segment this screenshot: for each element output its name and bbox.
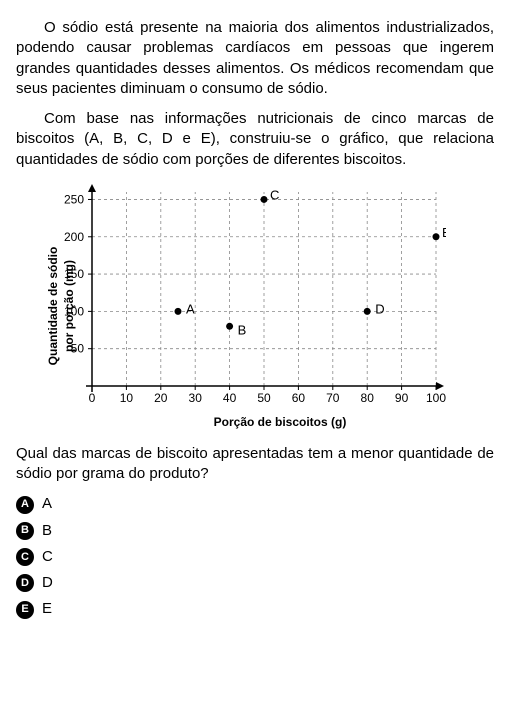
paragraph-2: Com base nas informações nutricionais de… [16, 109, 494, 170]
option-badge-d: D [16, 574, 34, 592]
option-badge-a: A [16, 496, 34, 514]
y-axis-label-line2: por porção (mg) [61, 247, 77, 366]
option-badge-b: B [16, 522, 34, 540]
option-label-d: D [42, 573, 53, 593]
svg-text:B: B [238, 322, 247, 337]
svg-text:10: 10 [120, 391, 134, 405]
option-b[interactable]: BB [16, 521, 494, 541]
y-axis-label-line1: Quantidade de sódio [46, 247, 60, 366]
svg-text:30: 30 [189, 391, 203, 405]
svg-text:100: 100 [426, 391, 446, 405]
svg-text:60: 60 [292, 391, 306, 405]
option-d[interactable]: DD [16, 573, 494, 593]
svg-text:80: 80 [361, 391, 375, 405]
paragraph-1: O sódio está presente na maioria dos ali… [16, 18, 494, 99]
option-badge-e: E [16, 601, 34, 619]
option-label-c: C [42, 547, 53, 567]
svg-text:50: 50 [257, 391, 271, 405]
option-e[interactable]: EE [16, 599, 494, 619]
svg-text:200: 200 [64, 230, 84, 244]
svg-text:40: 40 [223, 391, 237, 405]
svg-text:E: E [442, 225, 446, 240]
svg-text:C: C [270, 187, 279, 202]
svg-text:0: 0 [89, 391, 96, 405]
y-axis-label: Quantidade de sódio por porção (mg) [45, 247, 77, 366]
svg-text:D: D [375, 301, 384, 316]
option-c[interactable]: CC [16, 547, 494, 567]
svg-text:20: 20 [154, 391, 168, 405]
options-list: AABBCCDDEE [16, 494, 494, 619]
question-text: Qual das marcas de biscoito apresentadas… [16, 444, 494, 485]
svg-text:A: A [186, 301, 195, 316]
svg-text:250: 250 [64, 192, 84, 206]
option-label-b: B [42, 521, 52, 541]
option-label-a: A [42, 494, 52, 514]
option-label-e: E [42, 599, 52, 619]
scatter-chart: Quantidade de sódio por porção (mg) 0 10 2… [46, 182, 494, 430]
option-a[interactable]: AA [16, 494, 494, 514]
svg-text:70: 70 [326, 391, 340, 405]
svg-text:90: 90 [395, 391, 409, 405]
chart-svg: 010203040506070809010050100150200250ABCD… [46, 182, 446, 412]
x-axis-label: Porção de biscoitos (g) [66, 414, 494, 430]
option-badge-c: C [16, 548, 34, 566]
